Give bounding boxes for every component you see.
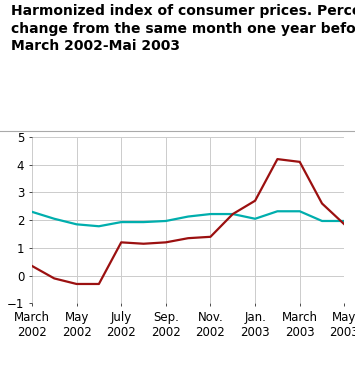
Norway — [275, 157, 279, 161]
Norway — [231, 212, 235, 216]
Norway — [97, 282, 101, 286]
EEA — [208, 212, 213, 216]
EEA — [30, 209, 34, 214]
EEA — [275, 209, 279, 213]
EEA — [231, 212, 235, 216]
Norway — [119, 240, 123, 245]
EEA — [186, 214, 190, 219]
Norway — [75, 282, 79, 286]
Norway — [342, 222, 346, 226]
Norway — [141, 242, 146, 246]
EEA — [119, 220, 123, 224]
Norway — [186, 236, 190, 240]
EEA — [342, 219, 346, 223]
Norway — [297, 160, 302, 164]
Line: EEA: EEA — [32, 211, 344, 226]
Norway — [52, 276, 56, 281]
Norway — [253, 198, 257, 203]
Text: Harmonized index of consumer prices. Percentage
change from the same month one y: Harmonized index of consumer prices. Per… — [11, 4, 355, 53]
EEA — [141, 220, 146, 224]
EEA — [297, 209, 302, 213]
Line: Norway: Norway — [32, 159, 344, 284]
Norway — [320, 201, 324, 206]
EEA — [164, 219, 168, 223]
EEA — [253, 216, 257, 221]
Norway — [164, 240, 168, 245]
Norway — [30, 264, 34, 268]
EEA — [320, 219, 324, 223]
EEA — [52, 216, 56, 221]
EEA — [97, 224, 101, 228]
EEA — [75, 222, 79, 226]
Norway — [208, 235, 213, 239]
